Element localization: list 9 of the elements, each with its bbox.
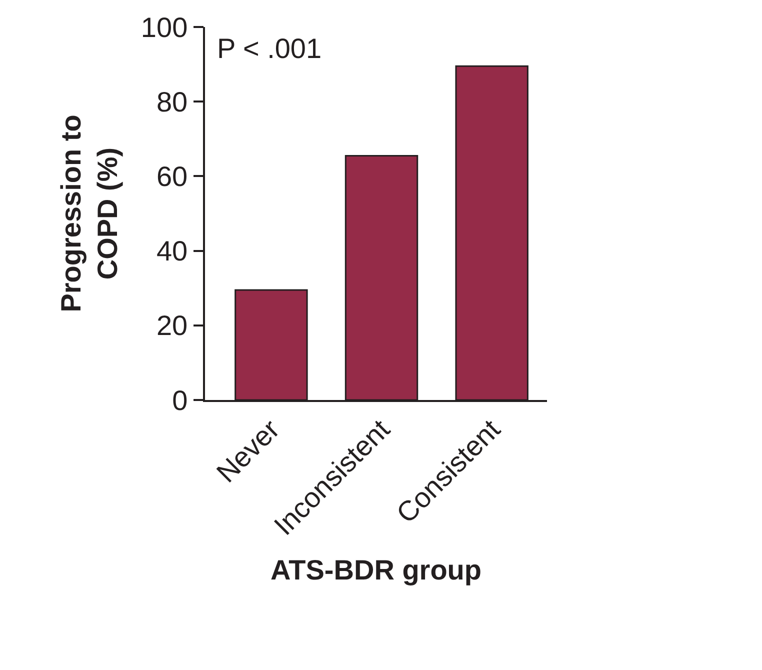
y-tick-label: 0 — [172, 384, 188, 416]
y-tick-label: 20 — [156, 310, 188, 342]
y-axis-title: Progression to COPD (%) — [56, 114, 124, 312]
x-axis-title: ATS-BDR group — [270, 554, 482, 586]
y-tick-label: 80 — [156, 86, 188, 118]
annotation: P < .001 — [217, 33, 322, 64]
y-tick-label: 100 — [140, 12, 188, 43]
y-tick-label: 60 — [156, 161, 188, 192]
y-tick-label: 40 — [156, 236, 188, 267]
